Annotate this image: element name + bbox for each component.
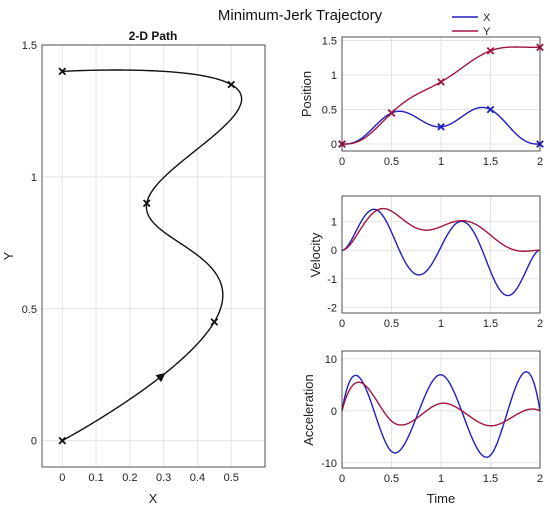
legend-y-label: Y	[483, 26, 491, 38]
acceleration-xtick: 1	[438, 473, 444, 485]
position-x-knot	[437, 122, 445, 131]
acceleration-xtick: 2	[537, 473, 543, 485]
position-xtick: 2	[537, 156, 543, 168]
path-waypoint	[227, 80, 236, 89]
position-x-knot	[486, 105, 495, 114]
position-y-knot	[486, 46, 495, 55]
position-xtick: 1	[438, 156, 444, 168]
path-xtick: 0.1	[88, 472, 103, 484]
panel-position: 0 0.5 1 1.5 2 0 0.5 1 1.5 Position	[299, 35, 544, 168]
position-ytick: 1	[331, 70, 337, 82]
path-ylabel: Y	[1, 251, 16, 260]
path-title: 2-D Path	[129, 29, 178, 43]
legend: X Y	[452, 12, 491, 38]
position-ytick: 1.5	[322, 35, 337, 47]
velocity-frame	[341, 195, 541, 314]
acceleration-xlabel: Time	[427, 491, 455, 506]
path-xtick: 0.2	[122, 472, 137, 484]
velocity-ytick: -2	[327, 302, 337, 314]
panel-path: 0 0.1 0.2 0.3 0.4 0.5 0 0.5 1 1.5 2-D Path X Y	[1, 29, 266, 506]
acceleration-ylabel: Acceleration	[301, 374, 316, 446]
position-xtick: 1.5	[483, 156, 498, 168]
path-waypoint	[142, 199, 151, 208]
velocity-xtick: 1	[438, 318, 444, 330]
path-xtick: 0.3	[156, 472, 171, 484]
path-xtick: 0.5	[224, 472, 239, 484]
acceleration-ytick: 10	[325, 354, 337, 366]
acceleration-ytick: -10	[321, 458, 337, 470]
acceleration-y-line	[341, 381, 541, 427]
velocity-ytick: -1	[327, 274, 337, 286]
path-direction-arrow	[155, 373, 166, 383]
path-xtick: 0.4	[190, 472, 205, 484]
acceleration-ytick: 0	[331, 406, 337, 418]
position-ylabel: Position	[299, 71, 314, 117]
position-y-knot	[387, 109, 396, 117]
path-ytick: 0.5	[22, 304, 37, 316]
velocity-xtick: 0	[339, 318, 345, 330]
position-frame	[341, 36, 541, 152]
legend-x-label: X	[483, 12, 491, 24]
acceleration-x-line	[341, 371, 541, 458]
path-waypoint	[58, 436, 67, 445]
path-curve	[61, 69, 243, 442]
position-xtick: 0	[339, 156, 345, 168]
velocity-xtick: 1.5	[483, 318, 498, 330]
acceleration-xtick: 1.5	[483, 473, 498, 485]
velocity-ylabel: Velocity	[308, 232, 323, 277]
position-xtick: 0.5	[384, 156, 399, 168]
velocity-ytick: 1	[331, 217, 337, 229]
velocity-y-line	[341, 207, 540, 252]
panel-velocity: 0 0.5 1 1.5 2 -2 -1 0 1 Velocity	[308, 195, 543, 330]
position-ytick: 0.5	[322, 105, 337, 117]
path-ytick: 1	[31, 172, 37, 184]
velocity-ytick: 0	[331, 245, 337, 257]
position-ytick: 0	[331, 139, 337, 151]
path-ytick: 1.5	[22, 40, 37, 52]
acceleration-xtick: 0	[339, 473, 345, 485]
figure-title: Minimum-Jerk Trajectory	[218, 7, 383, 24]
path-waypoint	[210, 318, 219, 326]
path-frame	[41, 44, 266, 468]
acceleration-xtick: 0.5	[384, 473, 399, 485]
velocity-xtick: 0.5	[384, 318, 399, 330]
path-ytick: 0	[31, 436, 37, 448]
path-waypoint	[58, 67, 67, 76]
path-xlabel: X	[149, 491, 158, 506]
position-y-knot	[437, 78, 445, 86]
acceleration-frame	[341, 350, 541, 469]
path-xtick: 0	[59, 472, 65, 484]
velocity-xtick: 2	[537, 318, 543, 330]
velocity-x-line	[341, 208, 541, 297]
